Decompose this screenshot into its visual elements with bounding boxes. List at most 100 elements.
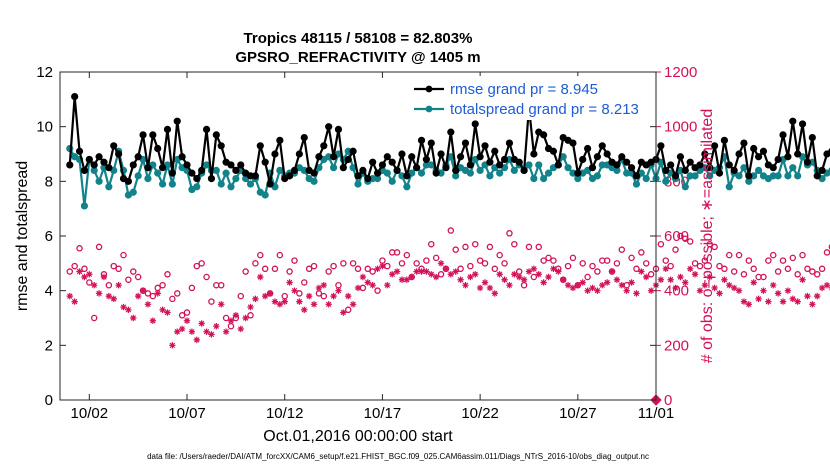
rmse-point — [632, 172, 641, 180]
obs-assimilated-point — [814, 292, 821, 300]
rmse-point — [720, 136, 728, 144]
obs-possible-point — [613, 260, 621, 267]
obs-possible-point — [686, 238, 694, 245]
rmse-point — [603, 150, 611, 158]
spread-point — [476, 166, 484, 174]
rmse-point — [373, 169, 382, 177]
spread-point — [681, 183, 689, 191]
obs-possible-point — [540, 257, 547, 264]
obs-assimilated-point — [330, 292, 337, 300]
right-tick-label: 1200 — [664, 64, 697, 81]
obs-assimilated-point — [608, 268, 616, 275]
obs-possible-point — [603, 257, 611, 264]
obs-possible-point — [115, 265, 122, 273]
obs-possible-point — [530, 273, 538, 281]
left-tick-label: 12 — [36, 64, 53, 81]
rmse-point — [452, 166, 460, 174]
obs-assimilated-point — [105, 292, 113, 300]
obs-assimilated-point — [447, 271, 455, 278]
obs-assimilated-point — [579, 279, 586, 286]
rmse-point — [745, 172, 753, 180]
obs-assimilated-point — [550, 265, 557, 272]
rmse-point — [232, 166, 240, 174]
obs-assimilated-point — [696, 287, 704, 294]
rmse-point — [310, 169, 318, 177]
obs-assimilated-point — [340, 309, 347, 316]
left-tick-label: 6 — [45, 228, 53, 245]
obs-assimilated-point — [369, 282, 376, 289]
rmse-point — [139, 131, 147, 139]
obs-possible-point — [691, 260, 699, 267]
rmse-point — [784, 153, 792, 161]
spread-point — [540, 175, 548, 183]
obs-possible-point — [130, 268, 137, 275]
spread-point — [158, 180, 167, 188]
obs-assimilated-point — [706, 273, 713, 281]
obs-assimilated-point — [379, 262, 386, 270]
rmse-point — [393, 166, 401, 174]
obs-assimilated-point — [765, 298, 772, 305]
spread-point — [535, 161, 543, 169]
obs-assimilated-point — [794, 298, 801, 305]
obs-possible-point — [217, 281, 225, 289]
rmse-point — [95, 153, 103, 161]
obs-possible-point — [515, 268, 523, 275]
obs-possible-point — [296, 290, 303, 297]
rmse-point — [500, 155, 509, 164]
rmse-point — [461, 139, 470, 147]
rmse-point — [662, 166, 670, 174]
spread-point — [774, 172, 782, 180]
rmse-point — [178, 153, 186, 161]
rmse-point — [774, 155, 782, 164]
obs-assimilated-point — [120, 303, 127, 311]
obs-possible-point — [286, 268, 293, 275]
obs-possible-point — [105, 281, 113, 289]
rmse-point — [437, 150, 445, 158]
obs-possible-point — [642, 260, 650, 267]
obs-assimilated-point — [437, 260, 445, 267]
obs-assimilated-point — [584, 287, 591, 294]
obs-assimilated-point — [110, 295, 117, 303]
spread-point — [383, 169, 391, 177]
obs-possible-point — [340, 260, 347, 267]
obs-assimilated-point — [496, 271, 503, 278]
obs-assimilated-point — [130, 314, 137, 322]
obs-assimilated-point — [149, 317, 157, 324]
obs-possible-point — [66, 268, 74, 275]
spread-point — [706, 172, 714, 180]
rmse-point — [290, 166, 299, 174]
obs-assimilated-point — [506, 282, 513, 289]
rmse-point — [735, 150, 743, 158]
rmse-point — [80, 166, 89, 174]
rmse-point — [212, 131, 220, 139]
rmse-point — [769, 164, 777, 172]
obs-possible-point — [452, 246, 459, 253]
spread-point — [486, 172, 494, 180]
obs-possible-point — [188, 284, 196, 292]
rmse-point — [173, 117, 181, 125]
obs-assimilated-point — [476, 284, 484, 292]
spread-point — [168, 180, 176, 188]
legend-spread-marker — [425, 105, 433, 113]
rmse-point — [681, 166, 689, 174]
obs-assimilated-point — [325, 301, 332, 308]
obs-assimilated-point — [540, 279, 547, 286]
obs-possible-point — [374, 287, 381, 294]
rmse-point — [198, 166, 206, 174]
obs-possible-point — [159, 281, 166, 289]
spread-point — [740, 164, 748, 172]
spread-point — [261, 191, 269, 199]
obs-possible-point — [711, 243, 718, 251]
obs-assimilated-point — [276, 301, 284, 308]
obs-assimilated-point — [818, 284, 826, 292]
obs-possible-point — [628, 254, 635, 262]
obs-possible-point — [90, 314, 98, 322]
obs-assimilated-point — [804, 292, 811, 300]
rmse-point — [188, 169, 196, 177]
obs-possible-point — [726, 251, 733, 259]
rmse-point — [227, 161, 235, 169]
rmse-point — [432, 169, 440, 177]
rmse-point — [364, 175, 372, 183]
obs-assimilated-point — [237, 325, 244, 333]
spread-point — [642, 175, 650, 183]
